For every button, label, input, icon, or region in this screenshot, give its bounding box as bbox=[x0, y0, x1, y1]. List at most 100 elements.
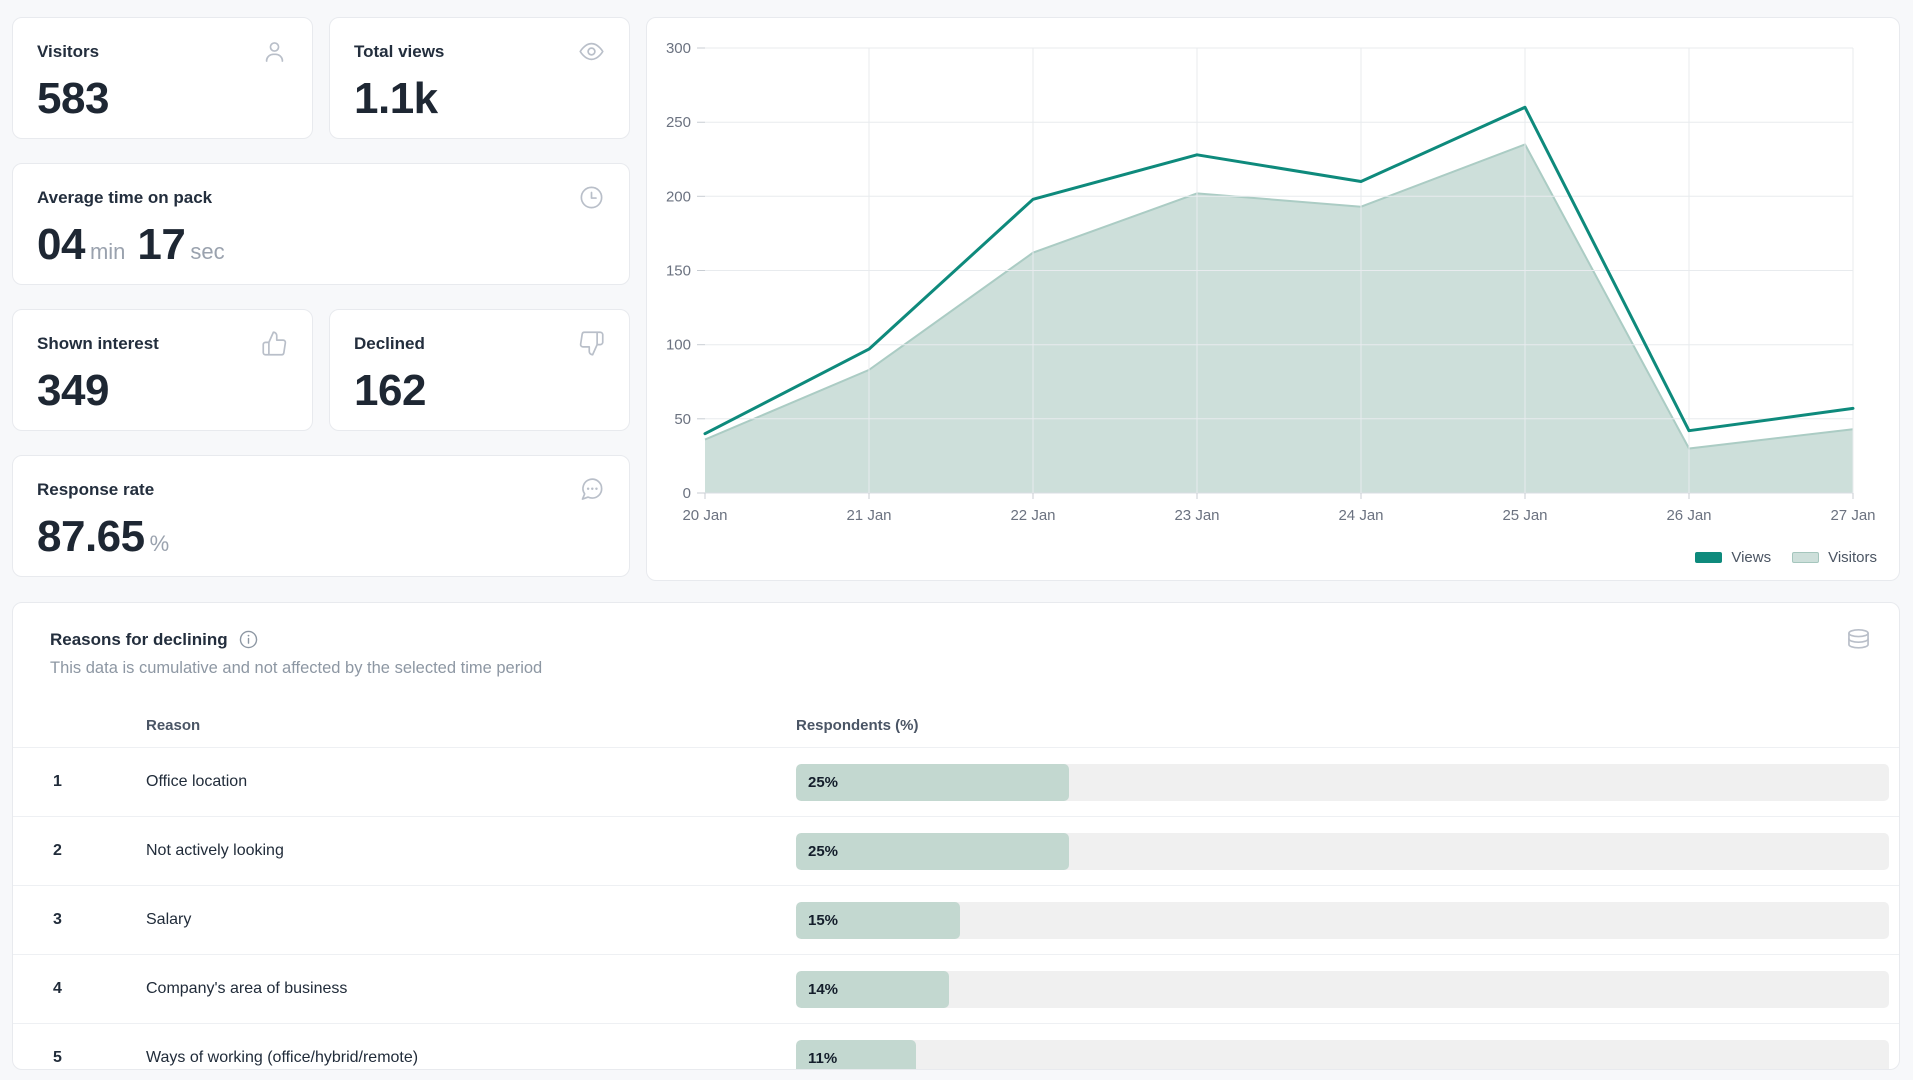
reasons-rows: 1 Office location 25% 2 Not actively looking… bbox=[13, 748, 1899, 1069]
respondents-pct: 25% bbox=[808, 842, 839, 860]
shown-interest-label: Shown interest bbox=[37, 334, 159, 353]
user-icon bbox=[261, 38, 288, 70]
respondents-bar: 25% bbox=[796, 832, 1889, 870]
reason-row: 2 Not actively looking 25% bbox=[13, 817, 1899, 886]
respondents-bar-track: 25% bbox=[796, 763, 1889, 801]
respondents-bar: 11% bbox=[796, 1039, 1889, 1069]
visitors-card: Visitors 583 bbox=[12, 17, 313, 139]
reason-column-header: Reason bbox=[146, 717, 201, 734]
declined-card: Declined 162 bbox=[329, 309, 630, 431]
respondents-pct: 14% bbox=[808, 980, 839, 998]
visitors-value: 583 bbox=[37, 74, 109, 123]
declined-label: Declined bbox=[354, 334, 425, 353]
svg-text:21 Jan: 21 Jan bbox=[846, 507, 891, 524]
respondents-bar-track: 14% bbox=[796, 970, 1889, 1008]
svg-text:20 Jan: 20 Jan bbox=[682, 507, 727, 524]
total-views-card: Total views 1.1k bbox=[329, 17, 630, 139]
thumbs-up-icon bbox=[261, 330, 288, 362]
reason-row: 4 Company's area of business 14% bbox=[13, 955, 1899, 1024]
shown-interest-card: Shown interest 349 bbox=[12, 309, 313, 431]
reasons-for-declining-card: Reasons for declining This data is cumul… bbox=[12, 602, 1900, 1070]
views-visitors-chart: 0 50 100 150 200 250 300 20 Jan 21 Jan 22 Jan 23 J… bbox=[666, 40, 1876, 524]
average-time-minutes: 04 bbox=[37, 220, 85, 269]
svg-text:24 Jan: 24 Jan bbox=[1338, 507, 1383, 524]
info-icon[interactable] bbox=[238, 629, 259, 650]
svg-text:250: 250 bbox=[666, 114, 691, 131]
respondents-bar-fill: 25% bbox=[796, 832, 1070, 870]
respondents-bar-track: 11% bbox=[796, 1039, 1889, 1069]
svg-text:0: 0 bbox=[683, 485, 691, 502]
respondents-bar-fill: 25% bbox=[796, 763, 1070, 801]
seconds-unit: sec bbox=[190, 239, 225, 264]
message-dots-icon bbox=[578, 476, 605, 508]
stat-row-1: Visitors 583 Total views 1.1k bbox=[12, 17, 630, 139]
svg-text:27 Jan: 27 Jan bbox=[1830, 507, 1875, 524]
respondents-pct: 25% bbox=[808, 773, 839, 791]
average-time-card: Average time on pack 04 min 17 sec bbox=[12, 163, 630, 285]
total-views-label: Total views bbox=[354, 42, 445, 61]
reason-rank: 4 bbox=[53, 980, 62, 997]
total-views-value: 1.1k bbox=[354, 74, 438, 123]
svg-text:26 Jan: 26 Jan bbox=[1666, 507, 1711, 524]
views-legend-label: Views bbox=[1731, 549, 1772, 566]
average-time-value: 04 min 17 sec bbox=[37, 220, 605, 269]
percent-unit: % bbox=[149, 531, 170, 556]
respondents-bar: 14% bbox=[796, 970, 1889, 1008]
average-time-label: Average time on pack bbox=[37, 188, 213, 207]
respondents-pct: 11% bbox=[808, 1049, 838, 1067]
views-legend-swatch bbox=[1695, 552, 1723, 563]
svg-text:150: 150 bbox=[666, 263, 691, 280]
reason-row: 1 Office location 25% bbox=[13, 748, 1899, 817]
response-rate-card: Response rate 87.65% bbox=[12, 455, 630, 577]
response-rate-label: Response rate bbox=[37, 480, 155, 499]
reason-row: 3 Salary 15% bbox=[13, 886, 1899, 955]
clock-icon bbox=[578, 184, 605, 216]
svg-text:22 Jan: 22 Jan bbox=[1010, 507, 1055, 524]
reason-rank: 2 bbox=[53, 842, 62, 859]
top-section: Visitors 583 Total views 1.1k bbox=[12, 17, 1900, 581]
svg-text:300: 300 bbox=[666, 40, 691, 57]
respondents-bar: 15% bbox=[796, 901, 1889, 939]
svg-text:23 Jan: 23 Jan bbox=[1174, 507, 1219, 524]
reasons-title: Reasons for declining bbox=[50, 629, 228, 649]
reason-rank: 5 bbox=[53, 1049, 62, 1066]
respondents-bar-fill: 14% bbox=[796, 970, 950, 1008]
response-rate-value: 87.65% bbox=[37, 513, 605, 560]
svg-text:25 Jan: 25 Jan bbox=[1502, 507, 1547, 524]
views-visitors-chart-card: 0 50 100 150 200 250 300 20 Jan 21 Jan 22 Jan 23 J… bbox=[646, 17, 1900, 581]
respondents-bar: 25% bbox=[796, 763, 1889, 801]
reasons-table-header: Reason Respondents (%) bbox=[13, 704, 1899, 748]
stat-row-3: Shown interest 349 Declined 162 bbox=[12, 309, 630, 431]
reason-label: Company's area of business bbox=[146, 980, 348, 997]
svg-text:100: 100 bbox=[666, 337, 691, 354]
svg-text:200: 200 bbox=[666, 188, 691, 205]
svg-text:50: 50 bbox=[674, 411, 691, 428]
declined-value: 162 bbox=[354, 366, 426, 415]
reasons-table: Reason Respondents (%) 1 Office location 2… bbox=[13, 704, 1899, 1069]
reason-label: Ways of working (office/hybrid/remote) bbox=[146, 1049, 419, 1066]
reasons-header: Reasons for declining This data is cumul… bbox=[13, 627, 1899, 678]
reason-rank: 1 bbox=[53, 773, 62, 790]
respondents-column-header: Respondents (%) bbox=[796, 717, 919, 734]
reason-label: Not actively looking bbox=[146, 842, 284, 859]
respondents-bar-fill: 11% bbox=[796, 1039, 917, 1069]
reason-rank: 3 bbox=[53, 911, 62, 928]
visitors-legend-label: Visitors bbox=[1828, 549, 1877, 566]
reason-label: Salary bbox=[146, 911, 192, 928]
respondents-bar-fill: 15% bbox=[796, 901, 960, 939]
respondents-bar-track: 15% bbox=[796, 901, 1889, 939]
minutes-unit: min bbox=[89, 239, 126, 264]
reasons-subtitle: This data is cumulative and not affected… bbox=[50, 659, 543, 677]
respondents-pct: 15% bbox=[808, 911, 839, 929]
visitors-legend-swatch bbox=[1792, 552, 1820, 563]
thumbs-down-icon bbox=[578, 330, 605, 362]
reason-row: 5 Ways of working (office/hybrid/remote) 1… bbox=[13, 1024, 1899, 1069]
shown-interest-value: 349 bbox=[37, 366, 109, 415]
stat-cards-column: Visitors 583 Total views 1.1k bbox=[12, 17, 630, 581]
visitors-label: Visitors bbox=[37, 42, 100, 61]
respondents-bar-track: 25% bbox=[796, 832, 1889, 870]
chart-legend: Views Visitors bbox=[1695, 549, 1877, 566]
reason-label: Office location bbox=[146, 773, 248, 790]
database-icon[interactable] bbox=[1845, 627, 1872, 659]
